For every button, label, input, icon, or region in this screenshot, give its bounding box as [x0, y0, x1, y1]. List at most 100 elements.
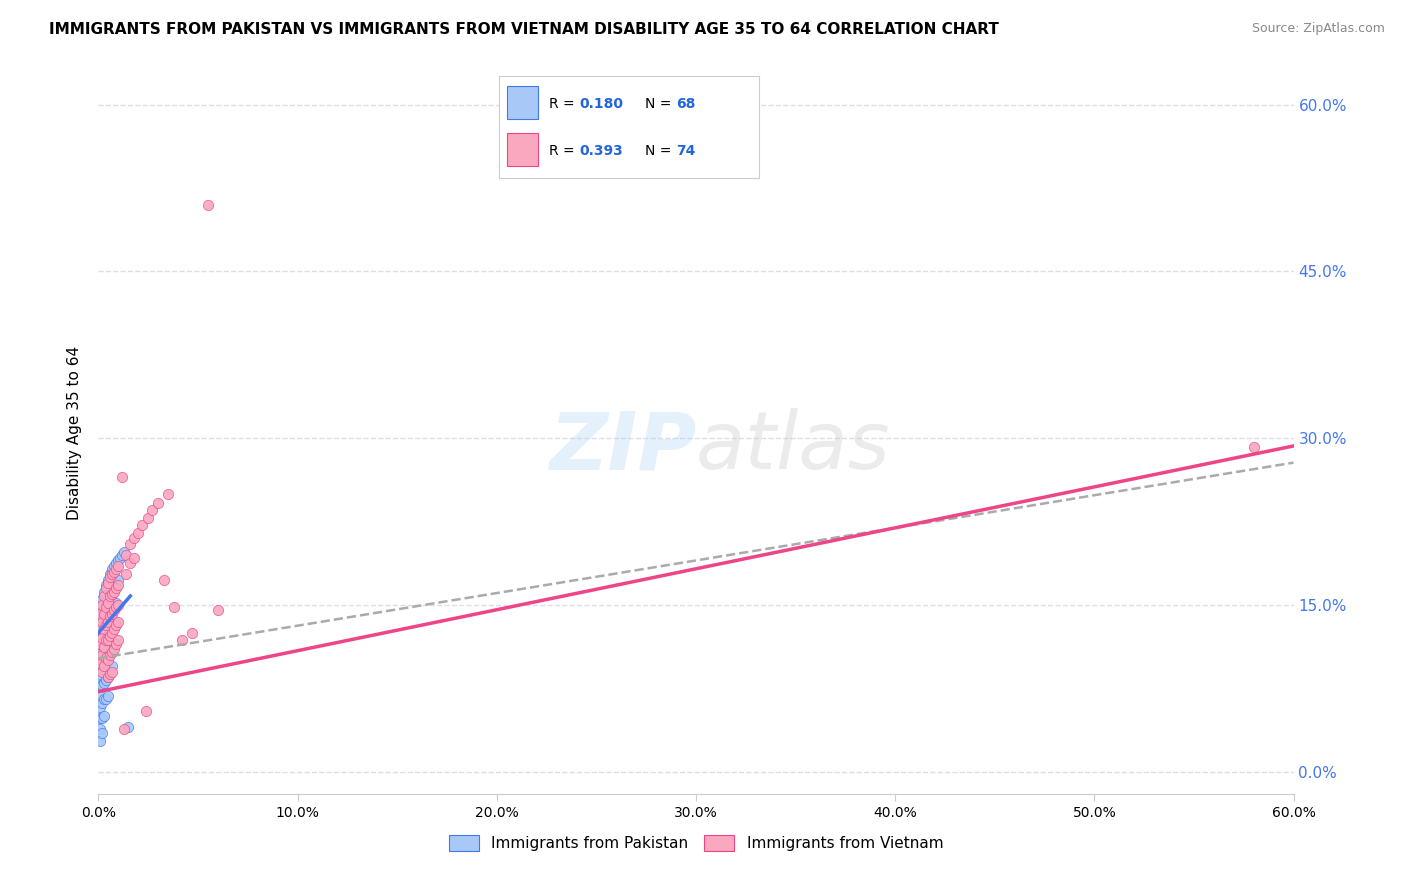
Point: [153, 574, 176, 588]
Point: [91, 632, 114, 646]
Point: [96, 656, 118, 670]
Point: [120, 556, 142, 570]
Point: [89, 656, 111, 670]
Text: 74: 74: [676, 144, 696, 158]
Point: [101, 566, 124, 581]
Point: [91, 696, 114, 710]
Point: [89, 700, 111, 714]
Point: [93, 603, 115, 617]
Point: [127, 525, 149, 540]
Point: [1243, 440, 1265, 454]
Text: IMMIGRANTS FROM PAKISTAN VS IMMIGRANTS FROM VIETNAM DISABILITY AGE 35 TO 64 CORR: IMMIGRANTS FROM PAKISTAN VS IMMIGRANTS F…: [49, 22, 1000, 37]
Point: [115, 548, 138, 562]
Point: [93, 640, 115, 655]
Point: [96, 581, 118, 595]
Point: [93, 640, 115, 655]
Point: [96, 618, 118, 632]
Point: [136, 511, 159, 525]
Y-axis label: Disability Age 35 to 64: Disability Age 35 to 64: [67, 345, 83, 520]
Point: [172, 633, 194, 648]
Point: [98, 609, 122, 624]
Point: [105, 556, 128, 570]
Point: [115, 566, 138, 581]
Point: [112, 544, 135, 558]
Point: [105, 562, 128, 576]
Point: [124, 551, 146, 566]
Point: [97, 653, 120, 667]
Point: [98, 589, 122, 603]
Point: [148, 496, 170, 510]
Point: [91, 629, 114, 643]
Point: [93, 659, 115, 673]
Point: [107, 615, 129, 629]
Point: [103, 559, 125, 574]
Point: [91, 615, 114, 629]
Point: [103, 584, 125, 599]
Point: [98, 570, 122, 584]
Text: ZIP: ZIP: [548, 408, 696, 486]
Point: [89, 656, 111, 670]
Point: [98, 629, 122, 643]
Text: Source: ZipAtlas.com: Source: ZipAtlas.com: [1251, 22, 1385, 36]
Point: [97, 592, 120, 607]
Point: [91, 592, 114, 607]
Point: [91, 644, 114, 658]
Point: [97, 670, 120, 684]
Point: [89, 678, 111, 692]
Point: [91, 665, 114, 679]
Point: [107, 559, 129, 574]
Point: [97, 574, 120, 588]
Point: [105, 575, 128, 590]
Point: [105, 637, 128, 651]
Text: 0.393: 0.393: [579, 144, 623, 158]
Text: 0.180: 0.180: [579, 96, 624, 111]
Point: [96, 598, 118, 612]
Point: [101, 600, 124, 615]
FancyBboxPatch shape: [508, 133, 538, 166]
Point: [103, 565, 125, 579]
Point: [101, 625, 124, 640]
Point: [91, 598, 114, 612]
Point: [103, 598, 125, 612]
Point: [89, 666, 111, 681]
Point: [207, 603, 229, 617]
Point: [96, 673, 118, 688]
Point: [96, 600, 118, 615]
Point: [93, 709, 115, 723]
Text: N =: N =: [645, 144, 675, 158]
Point: [103, 637, 125, 651]
Point: [97, 575, 120, 590]
Point: [97, 633, 120, 648]
Point: [89, 623, 111, 637]
Point: [103, 623, 125, 637]
FancyBboxPatch shape: [508, 87, 538, 119]
Point: [197, 198, 219, 212]
Point: [93, 623, 115, 637]
Point: [97, 596, 120, 610]
Point: [98, 566, 122, 581]
Point: [97, 689, 120, 703]
Point: [101, 620, 124, 634]
Point: [89, 689, 111, 703]
Point: [97, 611, 120, 625]
Point: [91, 611, 114, 625]
Point: [91, 711, 114, 725]
Legend: Immigrants from Pakistan, Immigrants from Vietnam: Immigrants from Pakistan, Immigrants fro…: [441, 827, 950, 858]
Point: [101, 665, 124, 679]
Point: [89, 600, 111, 615]
Point: [181, 625, 204, 640]
Point: [141, 503, 163, 517]
Point: [89, 711, 111, 725]
Point: [101, 644, 124, 658]
Text: R =: R =: [548, 144, 578, 158]
Point: [101, 562, 124, 576]
Point: [111, 548, 134, 562]
Point: [89, 637, 111, 651]
Point: [107, 578, 129, 592]
Point: [93, 623, 115, 637]
Point: [91, 662, 114, 676]
Point: [107, 633, 129, 648]
Point: [93, 607, 115, 621]
Point: [135, 704, 157, 718]
Point: [93, 675, 115, 690]
